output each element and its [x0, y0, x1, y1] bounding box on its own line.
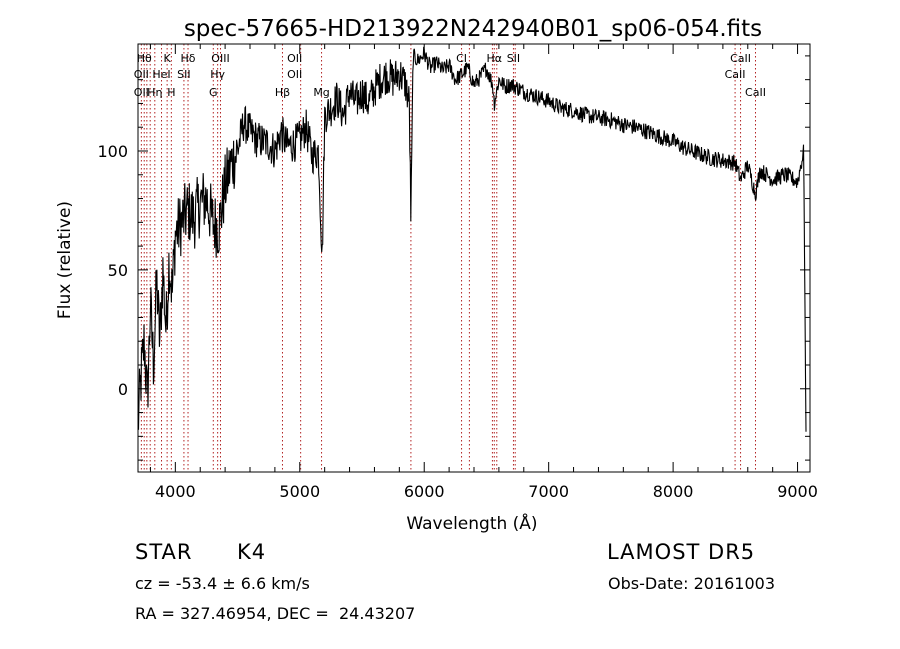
line-label: Hθ	[137, 52, 152, 65]
y-tick-label: 0	[118, 380, 128, 399]
line-label: OII	[287, 68, 302, 81]
redshift-value: cz = -53.4 ± 6.6 km/s	[135, 574, 310, 593]
y-axis-label: Flux (relative)	[55, 201, 75, 319]
line-label: OII	[287, 52, 302, 65]
plot-frame	[137, 43, 811, 473]
x-tick-label: 6000	[404, 482, 445, 501]
y-tick-label: 100	[97, 142, 128, 161]
line-label: Mg	[313, 86, 329, 99]
line-label: Hγ	[210, 68, 225, 81]
x-tick-label: 9000	[777, 482, 818, 501]
object-class: STAR	[135, 540, 193, 564]
y-axis: 0 50 100	[97, 55, 810, 461]
x-tick-label: 8000	[653, 482, 694, 501]
line-label: Hδ	[181, 52, 196, 65]
x-tick-label: 5000	[279, 482, 320, 501]
line-label: CaII	[730, 52, 751, 65]
line-label: Hα	[487, 52, 503, 65]
line-label: OIII	[211, 52, 229, 65]
spectral-line-markers	[140, 44, 756, 472]
x-axis: 4000 5000 6000 7000 8000 9000	[149, 44, 818, 501]
x-tick-label: 7000	[528, 482, 569, 501]
line-label: K	[164, 52, 172, 65]
line-label: CaII	[725, 68, 746, 81]
observation-date: Obs-Date: 20161003	[608, 574, 776, 593]
x-axis-label: Wavelength (Å)	[406, 512, 537, 534]
y-tick-label: 50	[108, 261, 128, 280]
line-label: G	[209, 86, 218, 99]
coordinates: RA = 327.46954, DEC = 24.43207	[135, 604, 416, 623]
spectrum-series-line	[137, 46, 807, 432]
x-tick-label: 4000	[155, 482, 196, 501]
line-label: CI	[456, 52, 467, 65]
line-label: SII	[507, 52, 520, 65]
line-label: HeI	[152, 68, 170, 81]
chart-title: spec-57665-HD213922N242940B01_sp06-054.f…	[184, 16, 762, 42]
line-label: Hη	[147, 86, 162, 99]
line-label: SII	[177, 68, 190, 81]
line-label: H	[167, 86, 175, 99]
line-label: OII	[134, 68, 149, 81]
object-subclass: K4	[237, 540, 267, 564]
line-label: Hβ	[275, 86, 290, 99]
line-label: CaII	[745, 86, 766, 99]
survey-name: LAMOST DR5	[607, 540, 756, 564]
